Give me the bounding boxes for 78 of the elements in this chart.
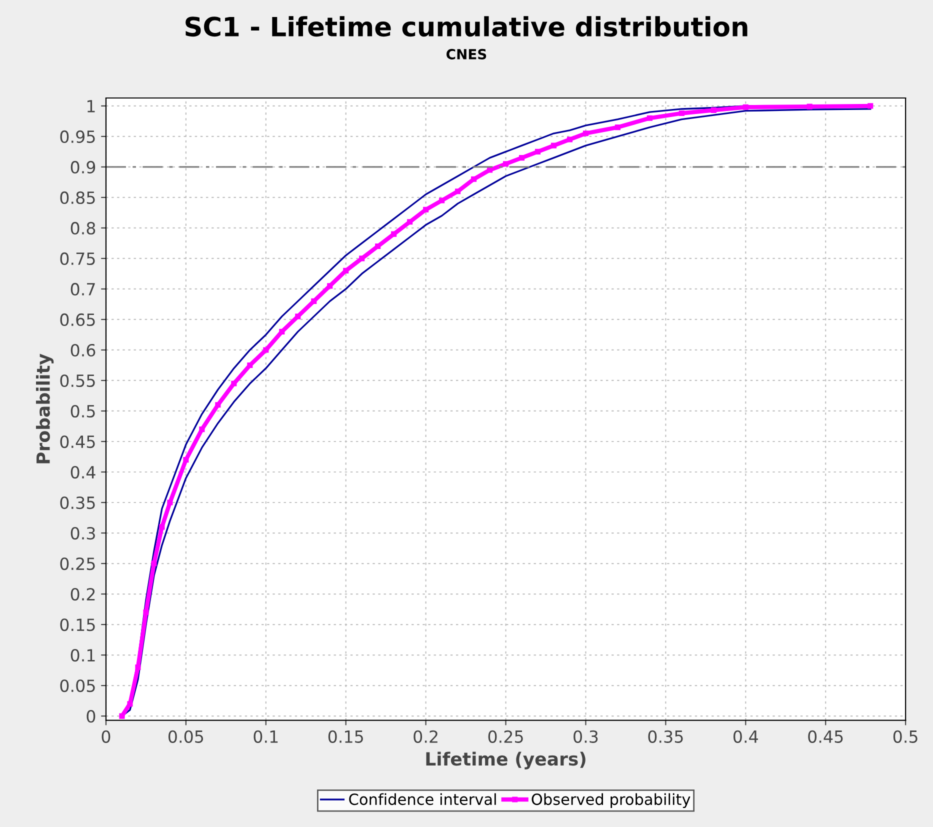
x-tick-label: 0.4 bbox=[734, 730, 758, 743]
x-tick-label: 0.05 bbox=[168, 730, 204, 743]
point bbox=[742, 104, 748, 110]
x-tick-label: 0.1 bbox=[254, 730, 278, 743]
y-tick-label: 0.8 bbox=[70, 222, 96, 235]
point bbox=[407, 219, 413, 225]
x-tick-label: 0.25 bbox=[488, 730, 523, 743]
point bbox=[518, 155, 525, 161]
x-axis-title: Lifetime (years) bbox=[426, 752, 586, 770]
y-tick-label: 0.3 bbox=[70, 526, 95, 540]
y-tick-label: 0.25 bbox=[60, 557, 95, 570]
point bbox=[279, 328, 285, 334]
point bbox=[678, 110, 684, 116]
point bbox=[423, 206, 429, 212]
y-tick-label: 0.5 bbox=[70, 404, 95, 418]
y-tick-label: 1 bbox=[87, 100, 95, 112]
x-tick-label: 0.3 bbox=[574, 730, 598, 743]
point bbox=[868, 103, 874, 109]
point bbox=[151, 560, 157, 566]
point bbox=[127, 701, 133, 707]
y-tick-label: 0.9 bbox=[70, 160, 96, 174]
point bbox=[391, 231, 397, 237]
y-tick-label: 0.55 bbox=[60, 374, 95, 388]
point bbox=[550, 142, 557, 148]
point bbox=[263, 347, 269, 353]
y-tick-label: 0.35 bbox=[60, 496, 95, 510]
point bbox=[806, 104, 812, 110]
point bbox=[167, 500, 173, 506]
x-tick-label: 0 bbox=[102, 730, 110, 743]
y-tick-label: 0.65 bbox=[60, 313, 95, 326]
point bbox=[646, 115, 652, 121]
point bbox=[295, 314, 301, 320]
point bbox=[614, 124, 620, 130]
legend-label: Observed probability bbox=[532, 793, 690, 808]
point bbox=[199, 426, 205, 432]
point bbox=[455, 188, 461, 194]
point bbox=[471, 176, 477, 182]
point bbox=[119, 713, 125, 719]
point bbox=[143, 610, 149, 616]
x-tick-label: 0.45 bbox=[808, 730, 843, 743]
chart-title: SC1 - Lifetime cumulative distribution bbox=[186, 16, 748, 37]
y-tick-label: 0.95 bbox=[60, 130, 95, 144]
point bbox=[375, 243, 381, 250]
point bbox=[487, 167, 493, 173]
point bbox=[311, 298, 317, 304]
y-tick-label: 0.6 bbox=[70, 344, 96, 357]
x-tick-label: 0.2 bbox=[414, 730, 438, 743]
y-tick-label: 0.05 bbox=[60, 680, 95, 692]
legend-label: Confidence interval bbox=[349, 793, 496, 806]
x-tick-label: 0.35 bbox=[648, 730, 683, 743]
point bbox=[183, 457, 189, 463]
point bbox=[135, 664, 141, 670]
point bbox=[503, 161, 509, 167]
y-tick-label: 0.15 bbox=[60, 618, 95, 632]
point bbox=[534, 148, 541, 154]
point bbox=[231, 380, 237, 386]
y-tick-label: 0.1 bbox=[70, 648, 95, 662]
point bbox=[327, 283, 333, 289]
y-tick-label: 0.45 bbox=[60, 435, 95, 448]
point bbox=[215, 402, 221, 408]
chart-subtitle: CNES bbox=[446, 48, 486, 60]
x-tick-label: 0.15 bbox=[328, 730, 363, 743]
x-tick-label: 0.5 bbox=[893, 730, 918, 743]
y-tick-label: 0.75 bbox=[60, 252, 95, 266]
y-tick-label: 0.85 bbox=[60, 191, 95, 204]
y-axis-title: Probability bbox=[36, 354, 54, 464]
point bbox=[159, 524, 165, 530]
y-tick-label: 0.2 bbox=[70, 588, 95, 601]
point bbox=[439, 198, 445, 204]
point bbox=[343, 268, 349, 274]
y-tick-label: 0.7 bbox=[70, 282, 95, 296]
y-tick-label: 0 bbox=[86, 710, 96, 723]
point bbox=[247, 362, 253, 368]
point bbox=[710, 107, 716, 113]
point bbox=[566, 136, 573, 142]
y-tick-label: 0.4 bbox=[70, 466, 96, 479]
point bbox=[582, 130, 589, 136]
point bbox=[359, 256, 365, 262]
